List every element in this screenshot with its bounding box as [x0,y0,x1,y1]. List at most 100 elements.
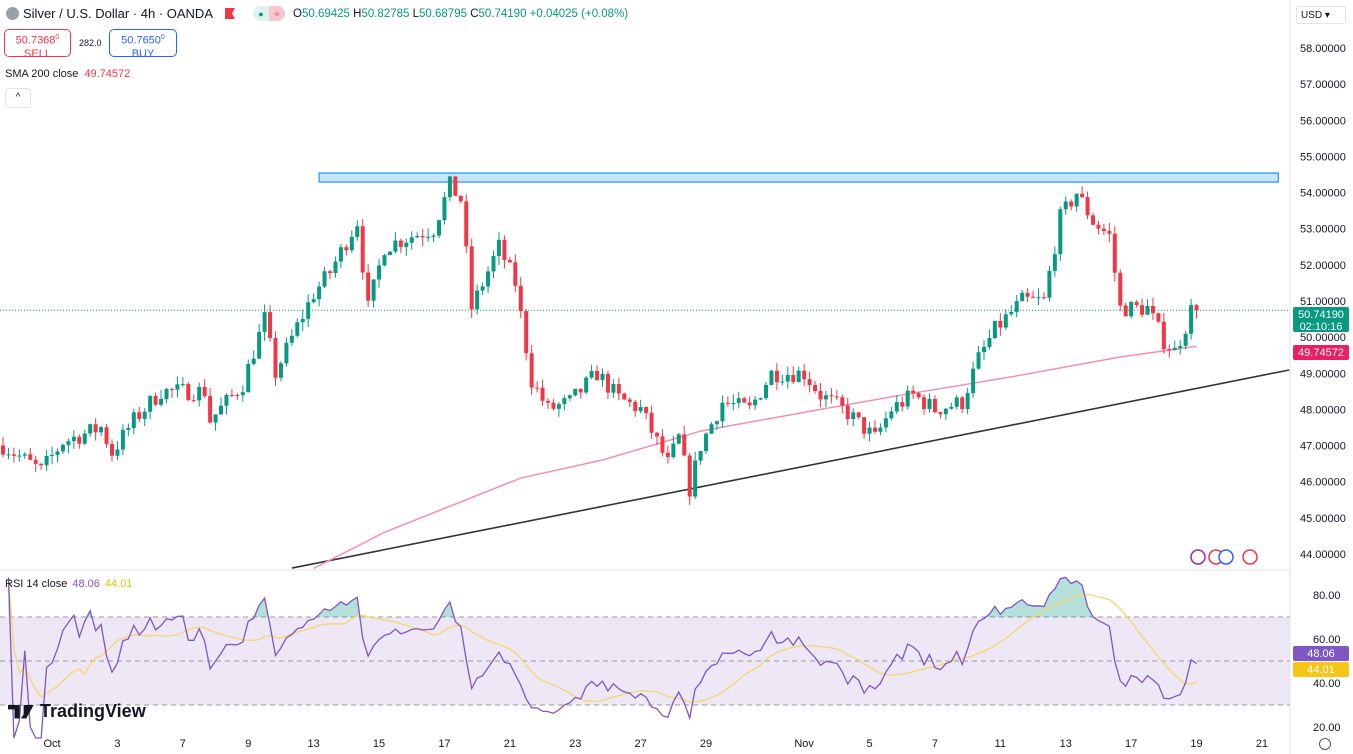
candle [774,363,779,391]
price-tick: 56.00000 [1300,115,1346,127]
candle [1058,206,1063,261]
candle-body [1014,301,1019,312]
candle [834,390,839,400]
candle-body [982,346,986,353]
candle [333,256,338,278]
sma-legend[interactable]: SMA 200 close 49.74572 [5,68,131,80]
price-tick: 58.00000 [1300,43,1346,55]
candle-body [257,331,262,359]
symbol-title[interactable]: Silver / U.S. Dollar · 4h · OANDA [23,6,213,21]
candle [349,230,354,253]
candle [246,359,251,393]
candle [785,366,790,389]
candle-body [567,395,572,399]
candle [932,395,937,414]
candle-body [556,404,561,409]
time-tick: 13 [1060,738,1072,750]
candle [464,194,469,254]
time-tick: 21 [1256,738,1268,750]
candle-body [834,396,839,398]
candle-body [333,261,338,274]
candle-body [862,417,867,434]
candle [1025,288,1030,303]
candle [1161,312,1166,354]
candle [1085,191,1090,220]
candle [769,369,774,386]
candle-body [1178,345,1183,348]
candle-body [1107,231,1112,234]
candle-body [529,353,534,388]
candle-body [66,441,71,445]
candle [856,411,861,420]
candle [633,399,638,417]
candle [829,387,834,404]
candle-body [987,338,992,347]
candle [344,244,349,256]
settings-icon[interactable] [1319,738,1331,750]
candle [736,391,741,409]
candle [1101,223,1106,235]
candle [905,385,910,410]
candle-body [120,429,125,450]
candle [426,228,431,242]
candle-body [44,455,49,466]
candle-body [829,395,834,397]
time-tick: 29 [700,738,712,750]
candle [355,220,360,241]
candle [175,376,180,398]
candle [911,385,916,399]
candle [159,389,164,407]
rsi-legend[interactable]: RSI 14 close 48.06 44.01 [5,578,133,590]
candle [93,418,98,441]
candle-body [1031,296,1036,298]
candle-body [818,391,823,400]
currency-select[interactable]: USD ▾ [1296,6,1346,24]
collapse-legend-button[interactable]: ^ [5,88,31,108]
candle-body [322,271,327,287]
economic-event-icon [1218,549,1234,565]
sell-button[interactable]: 50.73680 SELL [4,29,71,60]
candle [780,374,785,386]
candle [644,406,649,420]
candle-body [317,286,322,300]
candle [1178,340,1183,355]
candle [845,397,850,426]
candle-body [562,398,567,405]
candle [1194,303,1199,319]
candle [82,429,87,446]
candle-body [164,388,169,399]
candle [546,398,550,409]
candle-body [11,454,16,456]
candle [982,340,986,361]
candle-body [742,398,747,403]
candle [595,365,600,381]
candle-body [1167,349,1172,351]
candle-body [518,285,523,312]
price-tick: 52.00000 [1300,260,1346,272]
candle [556,402,561,417]
rsi-ma-value-label: 44.01 [1293,662,1349,677]
market-status-pill[interactable]: ● ≈ [253,6,285,21]
candle-body [115,449,120,456]
flag-icon[interactable] [225,8,235,19]
candle-body [1194,305,1199,311]
candle-body [153,396,158,405]
candle [496,232,501,266]
candle [1074,193,1079,212]
candle-body [355,226,360,237]
price-tick: 57.00000 [1300,79,1346,91]
candle-body [420,235,425,238]
candle [562,395,567,411]
price-tick: 53.00000 [1300,224,1346,236]
buy-button[interactable]: 50.76500 BUY [109,29,177,60]
candle-body [736,398,741,404]
candle [1112,226,1117,282]
candle-body [873,427,877,432]
candle [916,391,921,400]
rsi-line [7,576,1197,739]
candle-body [1047,270,1052,298]
candle-body [377,265,382,280]
candle-body [704,433,709,451]
candle-body [709,424,714,434]
